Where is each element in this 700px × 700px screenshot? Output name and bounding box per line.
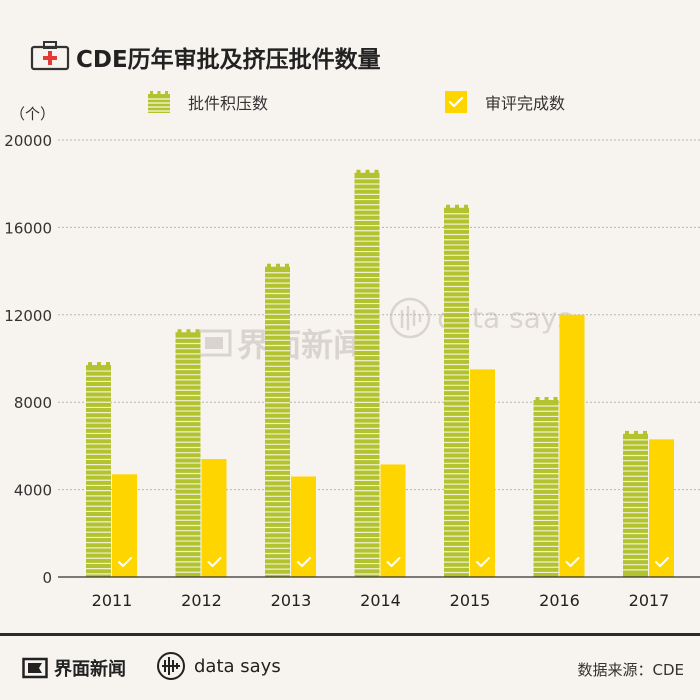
bar-completed-body [470,369,495,577]
legend-swatch-completed [445,91,467,113]
bar-backlog-tab [464,204,468,210]
y-tick-label: 16000 [4,219,52,237]
x-tick-label: 2015 [450,591,491,610]
bar-backlog [175,329,201,577]
check-icon [118,557,132,567]
y-tick-label: 12000 [4,307,52,325]
bar-backlog-tab [106,362,110,368]
bar-backlog-tab [643,430,647,436]
bar-completed-body [649,439,674,577]
y-tick-label: 4000 [14,482,52,500]
check-icon [655,557,669,567]
chart-title: CDE历年审批及挤压批件数量 [76,47,381,73]
bar-backlog-tab [267,263,271,269]
bar-backlog-tab [553,397,558,403]
y-axis-unit: （个） [10,105,56,123]
bar-completed-body [380,464,406,577]
bar-backlog-body [623,433,648,577]
footer-divider [0,633,700,636]
bar-backlog [86,362,111,577]
data-says-logo-icon [157,652,185,680]
footer-brand: 界面新闻 [22,655,126,681]
bar-backlog-tab [276,263,280,269]
bar-backlog-tab [285,263,289,269]
bar-completed [649,439,674,577]
bar-completed-body [559,314,585,577]
legend-label-backlog: 批件积压数 [188,94,269,113]
footer-brand-text: 界面新闻 [54,659,126,680]
y-tick-label: 8000 [14,394,52,412]
bar-completed [291,476,316,577]
bar-backlog-tab [88,362,92,368]
legend-label-completed: 审评完成数 [485,94,566,113]
bar-backlog-tab [195,329,200,335]
bar-backlog-tab [544,397,549,403]
bar-backlog-tab [625,430,629,436]
check-icon [297,557,311,567]
x-tick-label: 2014 [360,591,401,610]
bar-backlog-tab [446,204,450,210]
bar-backlog [533,397,559,577]
bar-backlog-tab [374,169,379,175]
bar-completed-body [291,476,316,577]
bar-backlog-tab [356,169,361,175]
bar-completed [559,314,585,577]
x-tick-label: 2012 [181,591,222,610]
x-tick-label: 2017 [629,591,670,610]
bar-completed-body [201,459,227,577]
bar-backlog-body [86,365,111,577]
bar-chart: 0 4000 8000 12000 16000 20000 2011 2012 2013 2014… [4,132,700,610]
bar-completed [201,459,227,577]
first-aid-kit-icon [30,41,70,71]
bar-backlog-tab [186,329,191,335]
bar-backlog-tab [634,430,638,436]
legend-item-backlog: 批件积压数 [148,91,268,113]
check-icon [386,557,401,567]
bar-backlog-body [444,207,469,578]
bar-backlog [354,169,380,577]
x-tick-label: 2016 [539,591,580,610]
y-tick-label: 0 [42,569,52,587]
bar-backlog-body [533,400,559,577]
bar-backlog-body [265,266,290,577]
bar-backlog-tab [365,169,370,175]
bar-backlog-body [354,172,380,577]
bar-backlog-tab [535,397,540,403]
check-icon [476,557,490,567]
bar-backlog [265,263,290,577]
bar-backlog [444,204,469,578]
bar-backlog-tab [177,329,182,335]
bar-backlog-tab [455,204,459,210]
bar-completed [380,464,406,577]
x-tick-label: 2013 [271,591,312,610]
check-icon [207,557,222,567]
bar-completed [470,369,495,577]
check-icon [565,557,580,567]
x-tick-label: 2011 [92,591,133,610]
footer-data-says-text: data says [194,655,281,677]
jiemian-logo-icon [22,657,48,679]
bar-backlog [623,430,648,577]
legend-item-completed: 审评完成数 [445,91,565,113]
bar-completed [112,474,137,577]
data-source: 数据来源：CDE [577,661,684,679]
bar-completed-body [112,474,137,577]
footer-data-says: data says [156,651,281,681]
y-tick-label: 20000 [4,132,52,150]
bar-backlog-tab [97,362,101,368]
legend-swatch-backlog [148,91,170,113]
